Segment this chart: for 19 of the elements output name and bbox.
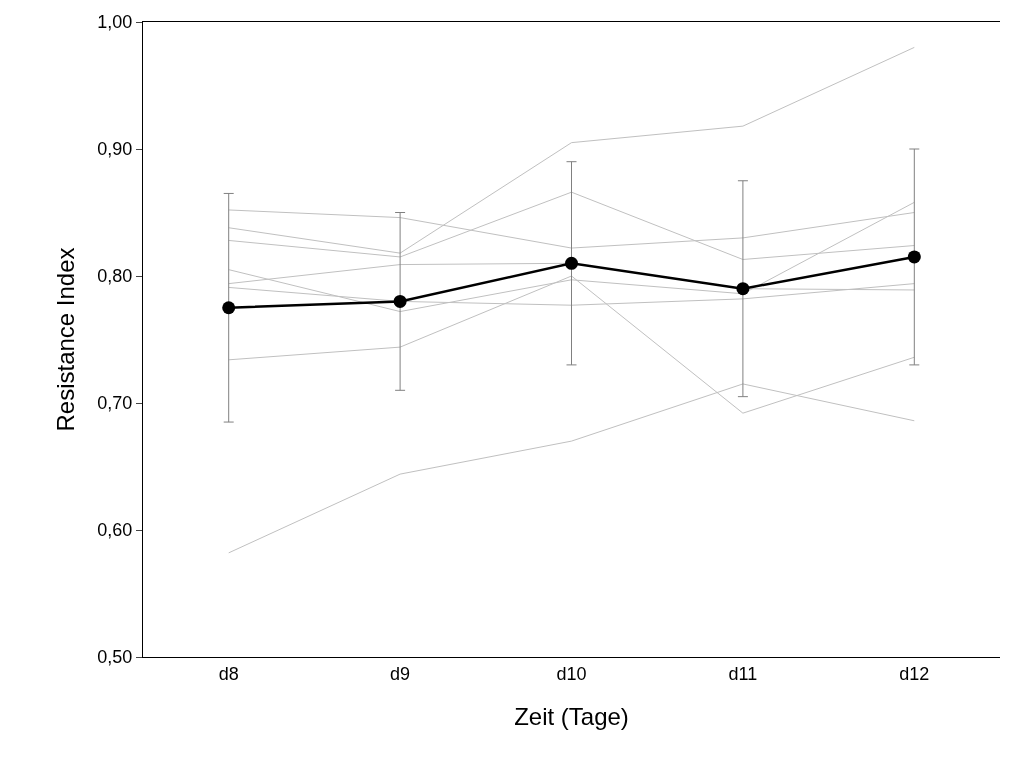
- x-tick-label: d11: [728, 663, 758, 684]
- point: [736, 282, 750, 296]
- y-axis-title: Resistance Index: [52, 247, 80, 432]
- y-tick-label: 0,90: [97, 139, 133, 160]
- x-tick-label: d12: [899, 663, 930, 684]
- y-tick-label: 0,80: [97, 266, 133, 287]
- y-tick-label: 0,70: [97, 393, 133, 414]
- point: [393, 294, 407, 308]
- x-tick-label: d10: [556, 663, 587, 684]
- point: [222, 301, 236, 315]
- x-axis-title: Zeit (Tage): [514, 702, 629, 730]
- x-tick-label: d9: [390, 663, 411, 684]
- point: [907, 250, 921, 264]
- y-tick-label: 1,00: [97, 12, 133, 33]
- point: [565, 256, 578, 270]
- y-tick-label: 0,50: [97, 647, 133, 668]
- y-tick-label: 0,60: [97, 520, 133, 541]
- line-series: [228, 46, 915, 254]
- x-tick-label: d8: [218, 663, 239, 684]
